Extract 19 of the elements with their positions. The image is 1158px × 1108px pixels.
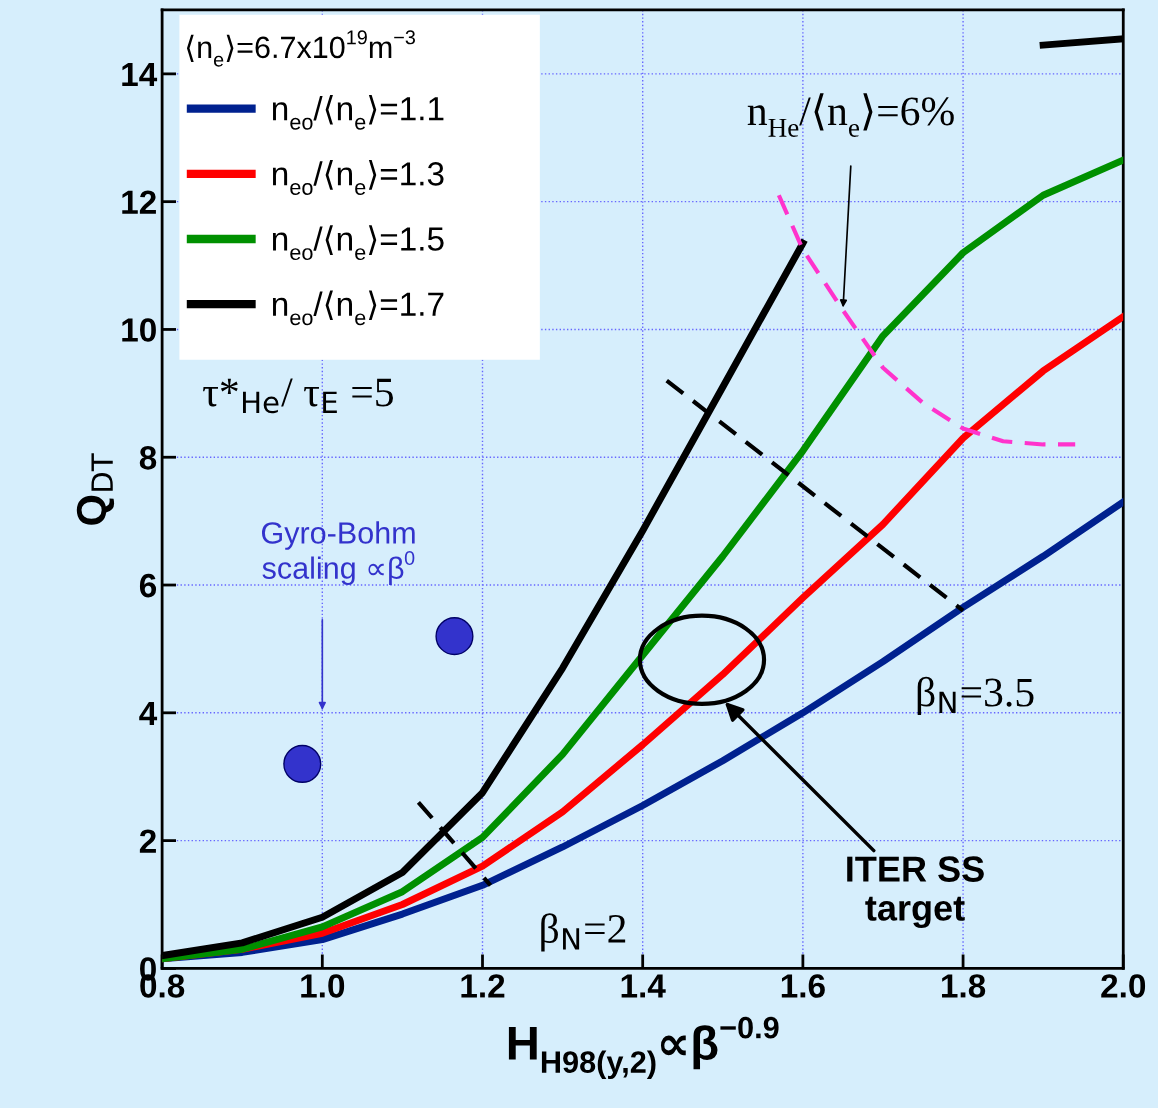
x-tick-label: 1.8 — [942, 974, 986, 998]
annotation: β$_{N}$=3.5 — [917, 676, 1034, 716]
y-tick-label: 4 — [139, 701, 158, 725]
line-series — [776, 193, 1078, 447]
x-tick-label: 1.0 — [301, 974, 345, 998]
y-tick-label: 14 — [122, 63, 158, 86]
x-tick-label: 2.0 — [1101, 974, 1146, 998]
y-tick-label: 6 — [139, 573, 157, 598]
y-tick-label: 12 — [122, 190, 156, 214]
x-tick-label: 1.6 — [781, 974, 825, 998]
y-axis-title: Q$_{DT}$ — [76, 453, 115, 525]
y-tick-label: 10 — [122, 318, 156, 342]
y-tick-label: 2 — [139, 829, 156, 853]
x-tick-label: 1.4 — [621, 974, 666, 998]
annotation: τ*$_{He}$/ τ$_{E}$ =5 — [203, 378, 393, 414]
annotation: ITER SS target — [847, 856, 984, 929]
annotation: β$_{N}$=2 — [541, 913, 626, 952]
x-tick-label: 1.2 — [461, 974, 505, 998]
y-tick-label: 8 — [139, 446, 157, 470]
